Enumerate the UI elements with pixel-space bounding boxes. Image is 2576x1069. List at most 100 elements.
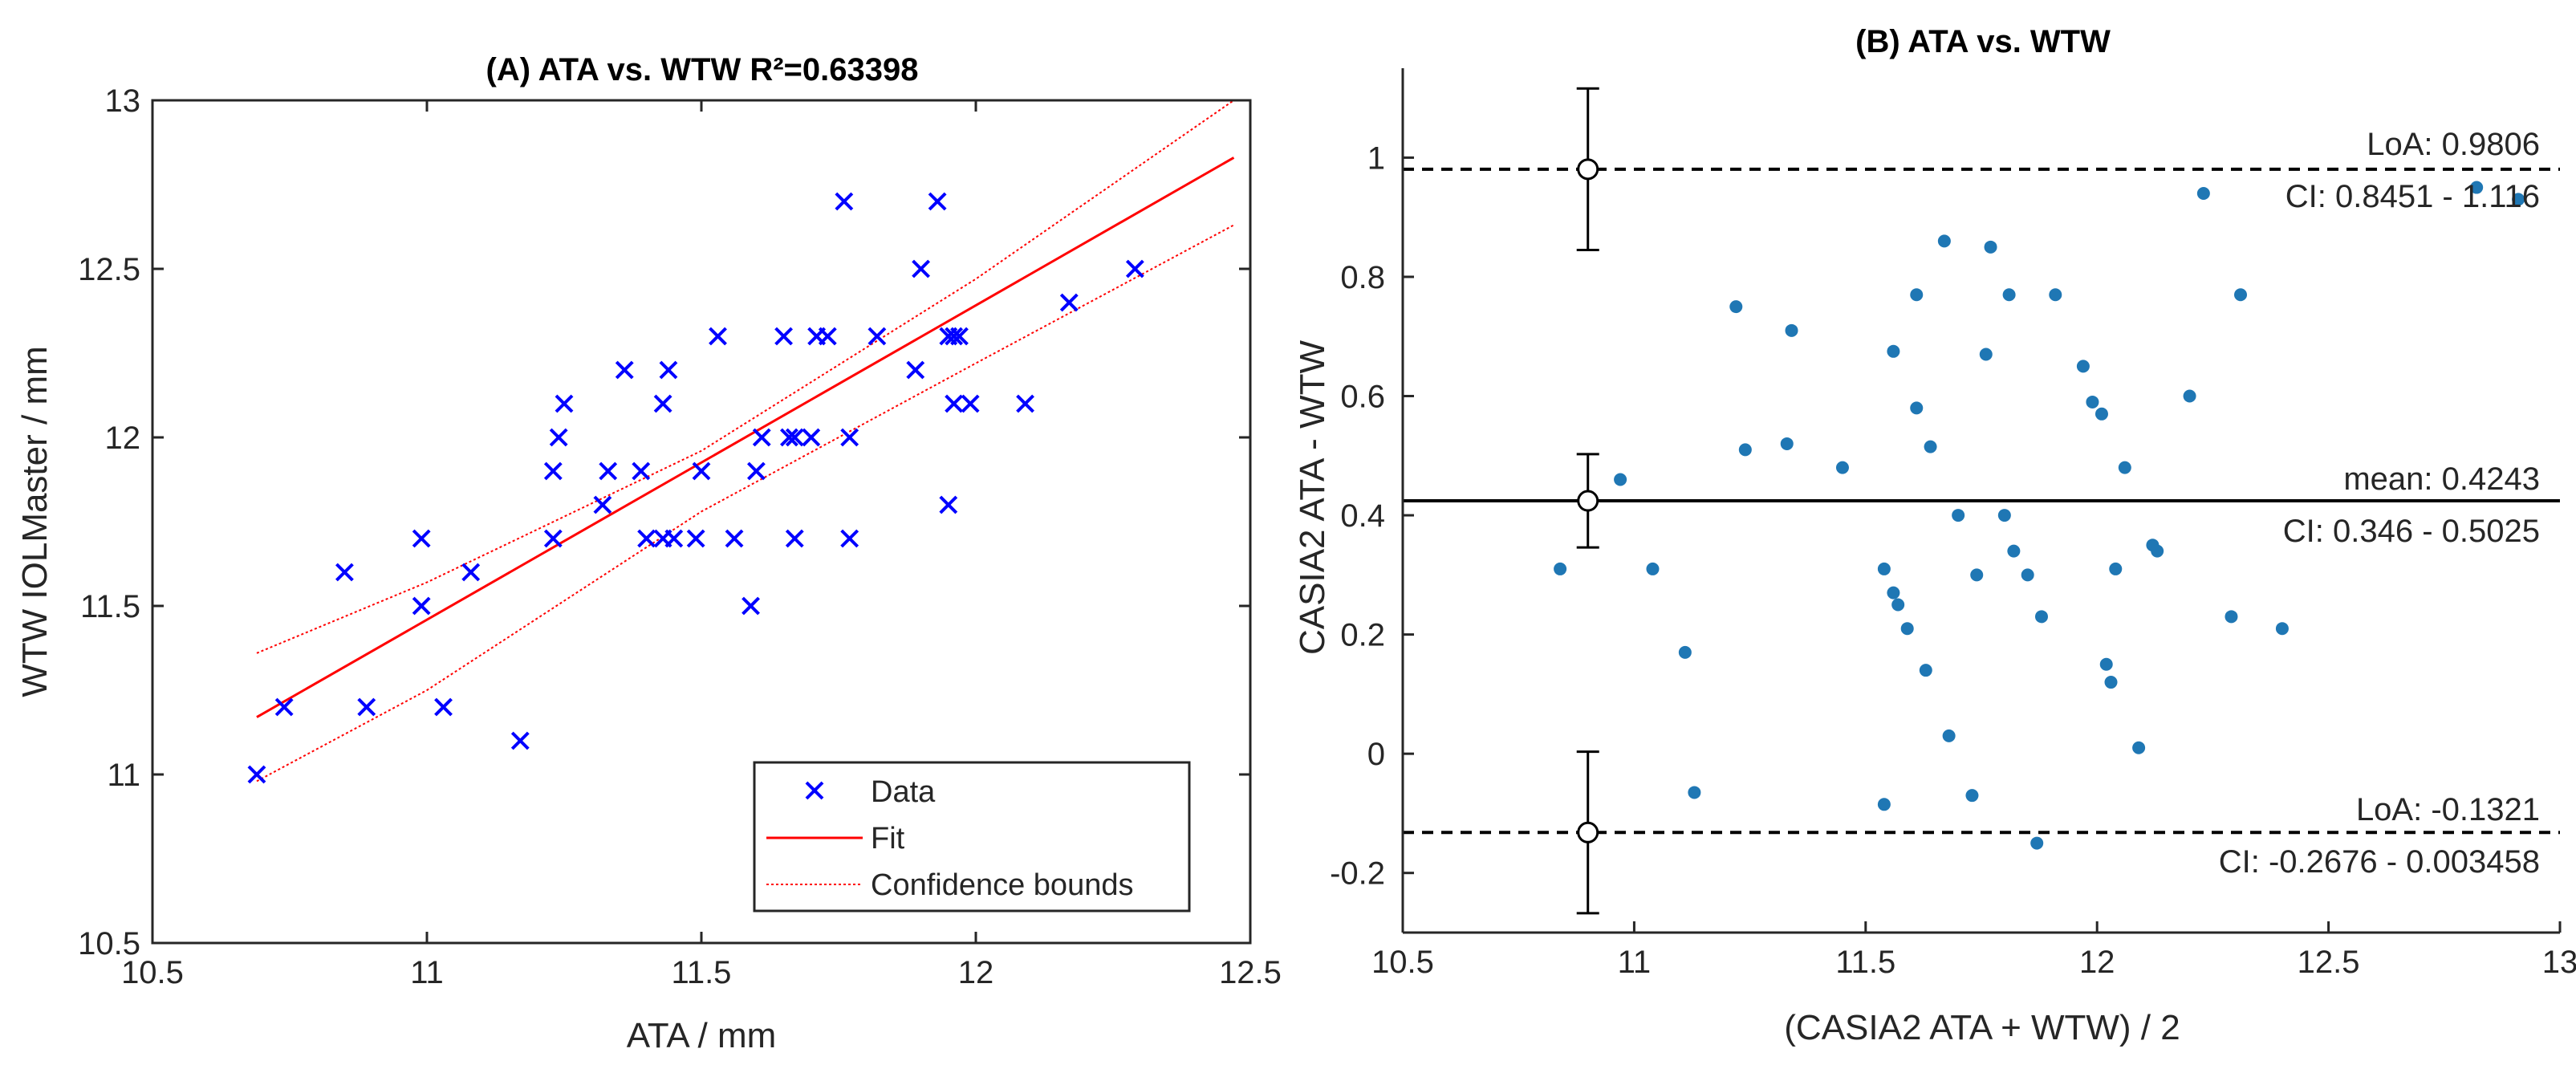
data-point-x-marker (867, 327, 887, 346)
data-point-x-marker (615, 360, 634, 380)
data-point-x-marker (785, 428, 804, 447)
data-point (1891, 598, 1905, 612)
data-point-x-marker (709, 327, 727, 346)
chart-b-xlabel: (CASIA2 ATA + WTW) / 2 (1784, 1008, 2180, 1047)
y-tick-label: 0.2 (1340, 618, 1385, 653)
data-point-x-marker (357, 697, 376, 717)
ci-errorbar-mean (1576, 453, 1599, 549)
data-point (2030, 836, 2044, 850)
chart-a-xlabel: ATA / mm (627, 1016, 777, 1055)
x-tick-label: 12 (2079, 945, 2115, 980)
fit-line (256, 156, 1235, 718)
data-point-x-marker (774, 327, 794, 346)
data-point (2099, 657, 2113, 671)
data-point (1970, 568, 1984, 582)
x-tick-label: 10.5 (1371, 945, 1434, 980)
data-point (2086, 395, 2099, 408)
data-point (1738, 443, 1752, 457)
data-point-x-marker (818, 327, 837, 346)
data-point-x-marker (945, 327, 964, 346)
data-point-x-marker (780, 428, 798, 447)
data-point (1937, 234, 1951, 248)
y-tick-label: 13 (105, 83, 141, 119)
legend-data-marker (805, 781, 824, 800)
annotation-loa-lower: LoA: -0.1321 (2356, 792, 2540, 827)
data-point-x-marker (653, 394, 672, 413)
data-point-x-marker (950, 327, 969, 346)
chart-a-axes-box (151, 99, 1252, 945)
x-tick-label: 11 (1618, 945, 1652, 980)
legend-fit-label: Fit (871, 822, 905, 856)
data-point (1910, 288, 1924, 302)
data-point (2132, 741, 2146, 754)
data-point (1900, 622, 1914, 636)
data-point (1729, 300, 1743, 314)
x-tick-label: 12.5 (2298, 945, 2360, 980)
data-point (2021, 568, 2034, 582)
data-point-x-marker (802, 428, 821, 447)
data-point (2512, 193, 2525, 206)
data-point (1924, 440, 1937, 453)
data-point-x-marker (555, 394, 574, 413)
legend-bounds-label: Confidence bounds (871, 868, 1133, 902)
confidence-lower-line (256, 224, 1234, 782)
data-point (1942, 729, 1956, 742)
annotation-ci-upper: CI: 0.8451 - 1.116 (2285, 179, 2540, 214)
chart-b-ticks: 10.5 11 11.5 12 12.5 13 -0.2 0 0.2 0.4 0.6 0.8 1 (1330, 140, 2576, 980)
data-point (2104, 676, 2118, 689)
data-point (1835, 461, 1849, 474)
data-point-x-marker (412, 596, 431, 616)
x-tick-label: 11.5 (1835, 945, 1895, 980)
data-point-x-marker (335, 563, 354, 582)
x-tick-label: 11 (410, 955, 444, 990)
data-point-x-marker (599, 461, 618, 481)
panel-a: (A) ATA vs. WTW R²=0.63398 10.5 11 11.5 12 1… (15, 52, 1282, 1055)
data-point-x-marker (928, 192, 947, 211)
ci-errorbar-lower (1576, 750, 1599, 915)
x-tick-label: 13 (2542, 945, 2576, 980)
data-point-x-marker (961, 394, 980, 413)
y-tick-label: 11 (107, 758, 140, 793)
data-point-x-marker (742, 596, 760, 616)
data-point-x-marker (274, 697, 294, 717)
chart-a-ylabel: WTW IOLMaster / mm (15, 346, 55, 697)
data-point-x-marker (692, 461, 711, 481)
data-point-x-marker (543, 461, 563, 481)
data-point-x-marker (510, 731, 530, 750)
data-point-x-marker (785, 529, 804, 548)
data-point (2095, 407, 2108, 421)
data-point-x-marker (549, 428, 568, 447)
data-point-x-marker (912, 259, 931, 278)
y-tick-label: 0 (1367, 737, 1385, 772)
y-tick-label: 12.5 (78, 252, 140, 287)
data-point-x-marker (752, 428, 771, 447)
data-point (2151, 544, 2164, 558)
data-point-x-marker (686, 529, 705, 548)
data-point (1965, 789, 1979, 803)
data-point (1646, 562, 1660, 575)
data-point-x-marker (543, 529, 563, 548)
y-tick-label: 1 (1367, 140, 1385, 176)
data-point (1688, 786, 1701, 799)
data-point-x-marker (593, 495, 612, 514)
y-tick-label: 0.8 (1340, 260, 1385, 295)
x-tick-label: 10.5 (121, 955, 184, 990)
data-point (2034, 610, 2048, 624)
data-point-x-marker (434, 697, 453, 717)
data-point-x-marker (659, 360, 678, 380)
data-point (1984, 240, 1997, 254)
data-point (2118, 461, 2131, 474)
x-tick-label: 12.5 (1219, 955, 1282, 990)
chart-a-legend: Data Fit Confidence bounds (753, 761, 1191, 913)
data-point-x-marker (725, 529, 744, 548)
data-point (2076, 360, 2090, 373)
data-point (1979, 348, 1993, 361)
x-tick-label: 11.5 (672, 955, 732, 990)
ci-errorbar-upper (1576, 87, 1599, 251)
y-tick-label: 10.5 (78, 926, 140, 961)
data-point-x-marker (1059, 293, 1079, 312)
chart-a-plot-area (247, 100, 1235, 784)
data-point (2109, 562, 2123, 575)
data-point (2234, 288, 2248, 302)
chart-b-title: (B) ATA vs. WTW (1855, 24, 2111, 59)
